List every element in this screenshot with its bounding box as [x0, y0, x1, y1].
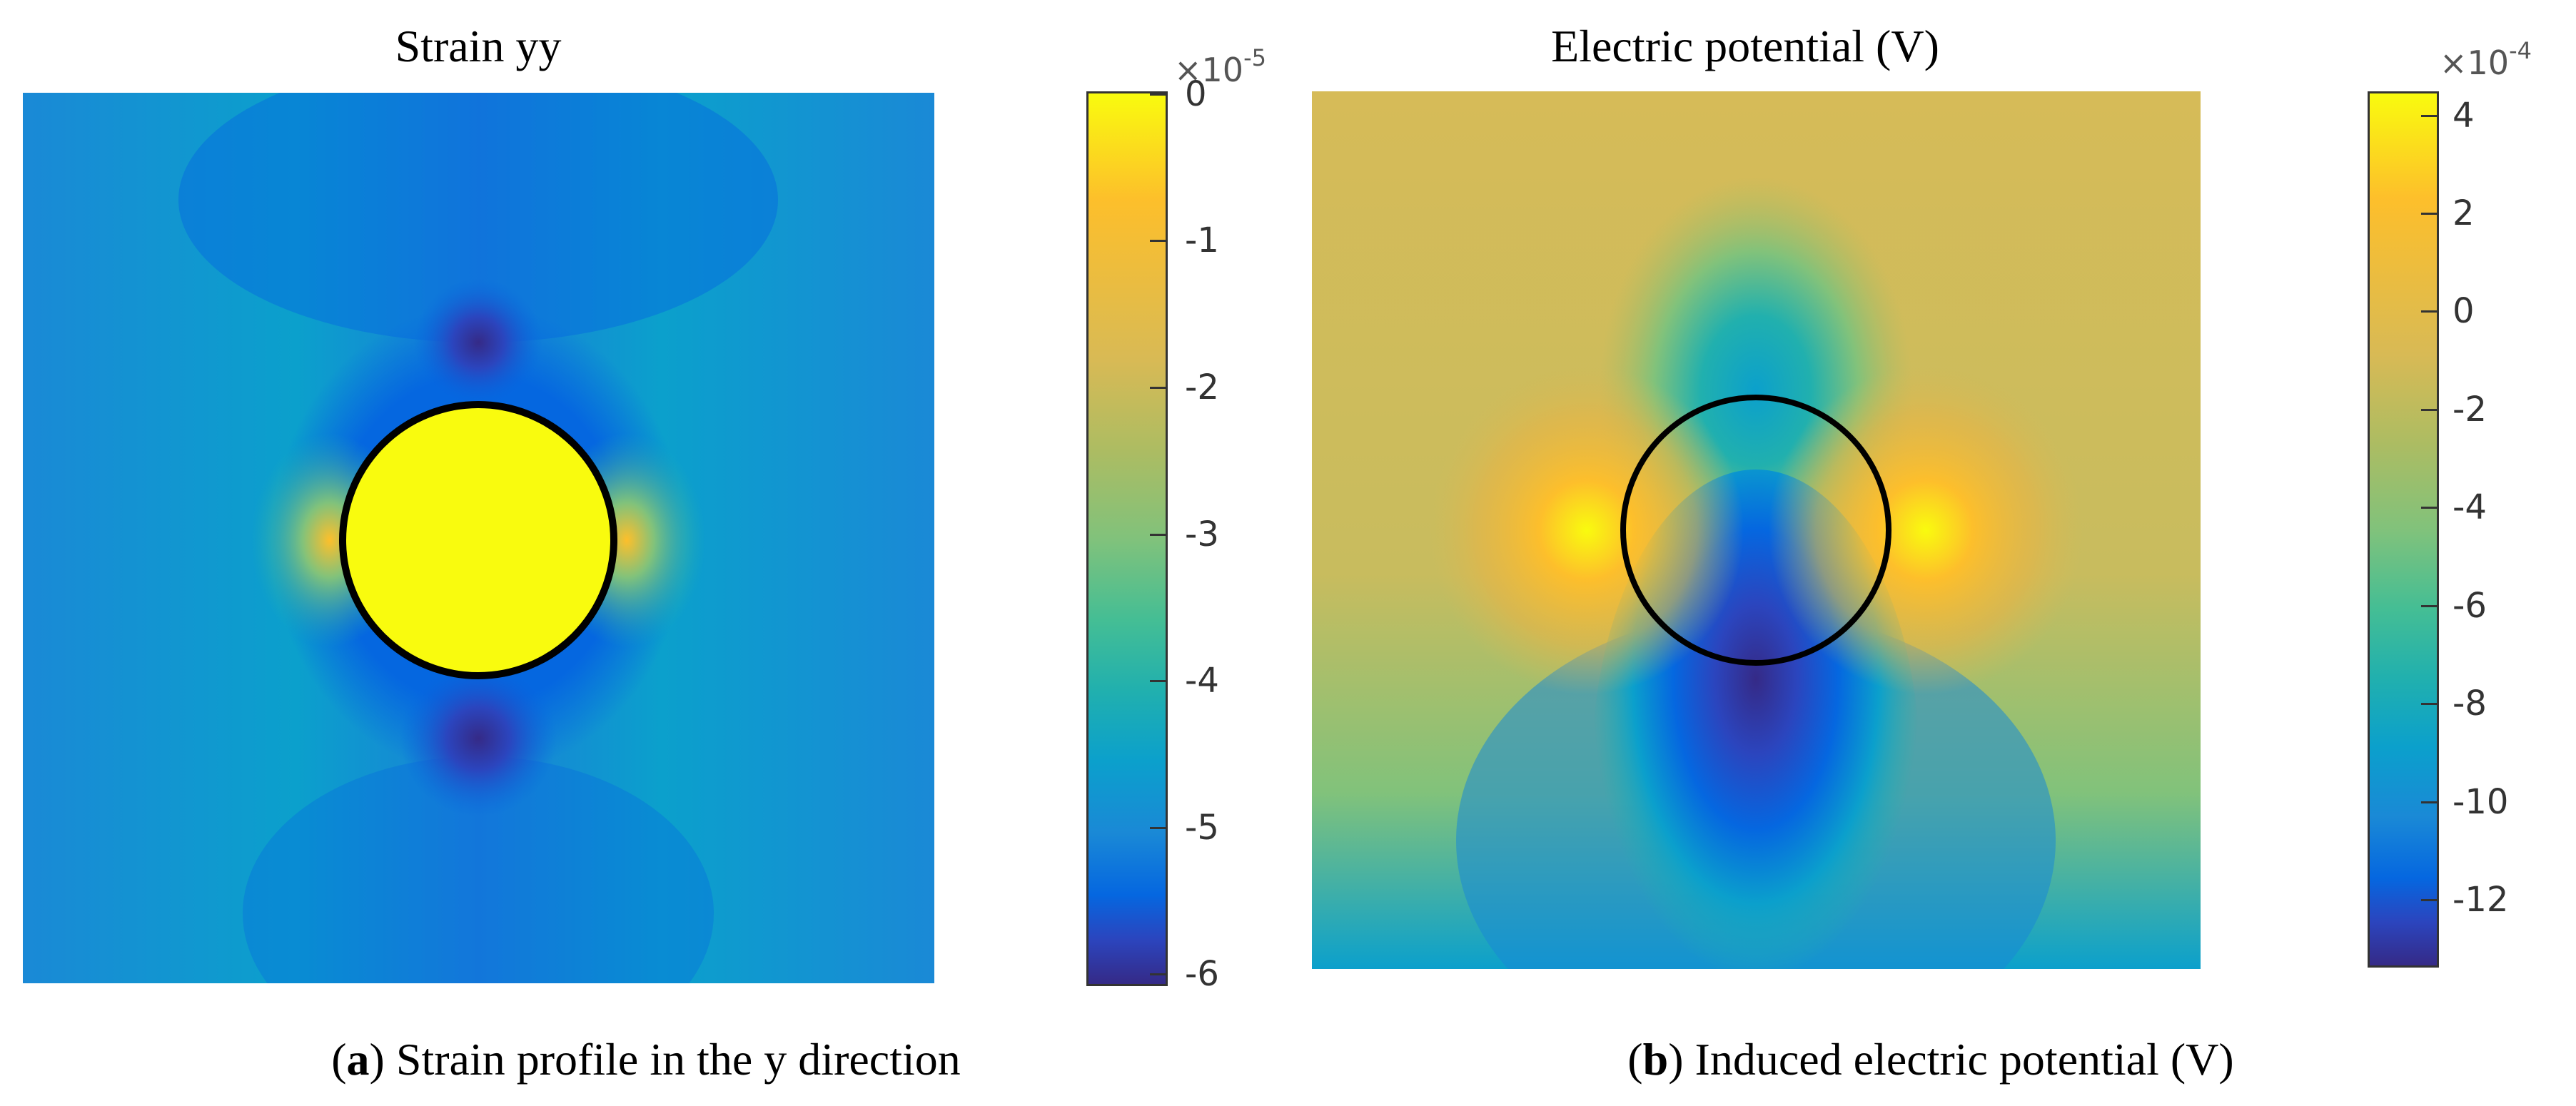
tick: [1150, 240, 1166, 242]
colorbar-b-tick-label: -6: [2453, 586, 2487, 626]
tick: [2421, 899, 2437, 901]
colorbar-a-tick-label: -6: [1185, 954, 1219, 994]
tick: [1150, 387, 1166, 389]
tick: [1150, 93, 1166, 96]
colorbar-a-tick-label: -3: [1185, 514, 1219, 554]
colorbar-a-tick-label: 0: [1185, 74, 1207, 114]
colorbar-b-multiplier: ×10-4: [2440, 37, 2532, 82]
tick: [2421, 409, 2437, 411]
tick: [1150, 973, 1166, 975]
colorbar-b-tick-label: 2: [2453, 193, 2475, 233]
colorbar-b: [2368, 91, 2439, 968]
tick: [2421, 605, 2437, 607]
colorbar-b-tick-label: 4: [2453, 96, 2475, 136]
tick: [1150, 534, 1166, 536]
tick: [2421, 703, 2437, 705]
tick: [1150, 827, 1166, 829]
colorbar-a-multiplier: ×10-5: [1174, 44, 1266, 89]
inclusion-circle: [339, 401, 617, 679]
colorbar-a-tick-label: -2: [1185, 367, 1219, 407]
colorbar-b-tick-label: -8: [2453, 684, 2487, 724]
colorbar-a-tick-label: -1: [1185, 220, 1219, 260]
tick: [2421, 507, 2437, 509]
tick: [2421, 801, 2437, 803]
tick: [1150, 680, 1166, 682]
colorbar-a-tick-label: -4: [1185, 661, 1219, 701]
caption-a: (a) Strain profile in the y direction: [331, 1034, 961, 1085]
colorbar-a: [1086, 91, 1168, 986]
strain-heatmap: [23, 93, 934, 983]
panel-b-title: Electric potential (V): [1551, 21, 1939, 71]
tick: [2421, 310, 2437, 313]
colorbar-b-tick-label: -2: [2453, 390, 2487, 430]
colorbar-b-tick-label: -10: [2453, 782, 2509, 822]
tick: [2421, 115, 2437, 117]
tick: [2421, 213, 2437, 215]
colorbar-b-tick-label: 0: [2453, 291, 2475, 331]
colorbar-b-tick-label: -12: [2453, 880, 2509, 920]
panel-a-title: Strain yy: [395, 21, 562, 71]
colorbar-a-tick-label: -5: [1185, 808, 1219, 848]
caption-b: (b) Induced electric potential (V): [1627, 1034, 2234, 1085]
inclusion-circle: [1620, 395, 1891, 666]
colorbar-b-tick-label: -4: [2453, 487, 2487, 527]
potential-heatmap: [1312, 91, 2201, 969]
